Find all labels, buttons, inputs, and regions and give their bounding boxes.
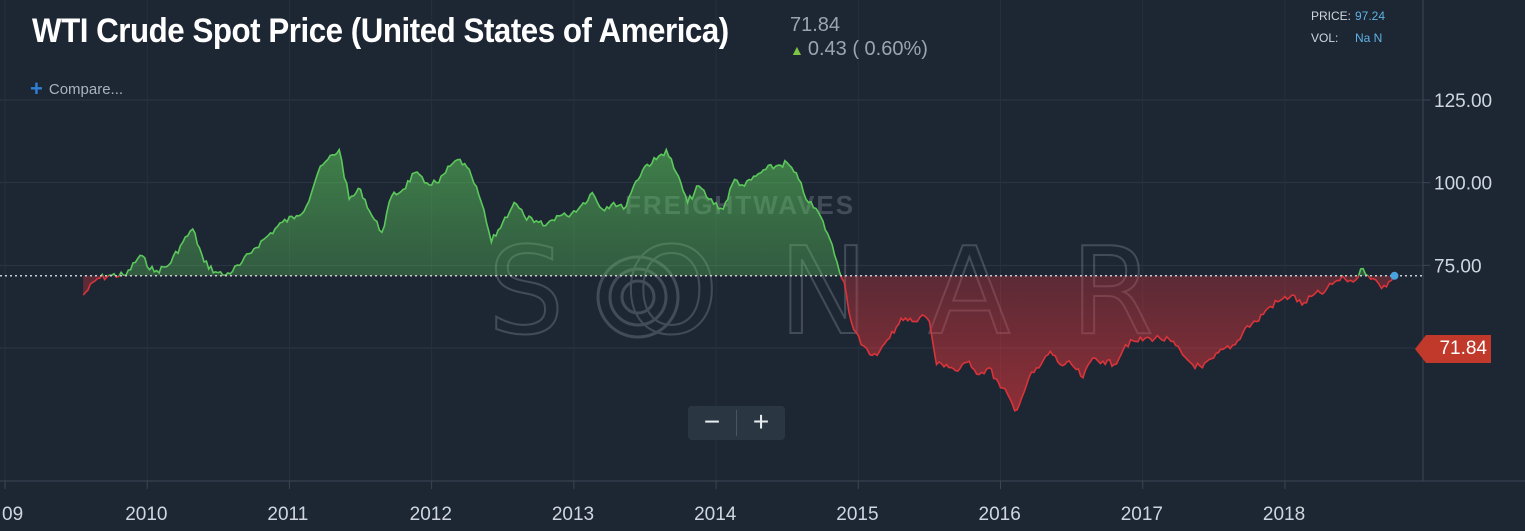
x-tick-label: 2017 xyxy=(1121,504,1163,525)
zoom-controls: − + xyxy=(688,406,785,440)
info-vol-value: Na N xyxy=(1355,31,1383,45)
price-change: ▲ 0.43 ( 0.60%) xyxy=(790,38,928,61)
arrow-up-icon: ▲ xyxy=(790,42,804,58)
price-line-above xyxy=(100,147,1395,276)
info-price-value: 97.24 xyxy=(1355,9,1386,23)
area-fill-above xyxy=(83,149,1395,276)
zoom-in-button[interactable]: + xyxy=(752,406,770,437)
x-tick-label: 2011 xyxy=(267,504,308,525)
y-tick-label: 75.00 xyxy=(1434,256,1482,277)
last-point-marker xyxy=(1390,271,1399,280)
y-tick-label: 125.00 xyxy=(1434,91,1492,112)
x-tick-label: 2015 xyxy=(836,504,878,525)
area-fill-below xyxy=(83,275,1395,411)
info-vol: VOL: Na N xyxy=(1311,31,1382,45)
info-vol-label: VOL: xyxy=(1311,31,1339,45)
info-price-label: PRICE: xyxy=(1311,9,1352,23)
zoom-divider xyxy=(736,410,737,436)
current-price-tag: 71.84 xyxy=(1415,335,1491,363)
x-tick-label: 2016 xyxy=(979,504,1021,525)
info-price: PRICE: 97.24 xyxy=(1311,9,1385,23)
zoom-out-button[interactable]: − xyxy=(703,406,721,437)
x-tick-label: 2014 xyxy=(694,504,737,525)
compare-button[interactable]: + Compare... xyxy=(30,76,123,102)
last-value: 71.84 xyxy=(790,14,841,36)
price-change-text: 0.43 ( 0.60%) xyxy=(807,38,928,60)
compare-label: Compare... xyxy=(48,81,124,98)
plus-icon: + xyxy=(30,76,43,101)
x-tick-label: 2012 xyxy=(410,504,452,525)
x-tick-label: 2010 xyxy=(125,504,167,525)
y-tick-label: 100.00 xyxy=(1434,174,1492,195)
x-tick-label: 2018 xyxy=(1263,504,1305,525)
x-tick-label: 09 xyxy=(2,504,23,525)
price-line-below xyxy=(82,275,1396,412)
x-axis[interactable]: 09 2010 2011 2012 2013 2014 2015 2016 2017 2018 xyxy=(2,481,1305,525)
x-tick-label: 2013 xyxy=(552,504,594,525)
page-title: WTI Crude Spot Price (United States of A… xyxy=(32,12,729,50)
